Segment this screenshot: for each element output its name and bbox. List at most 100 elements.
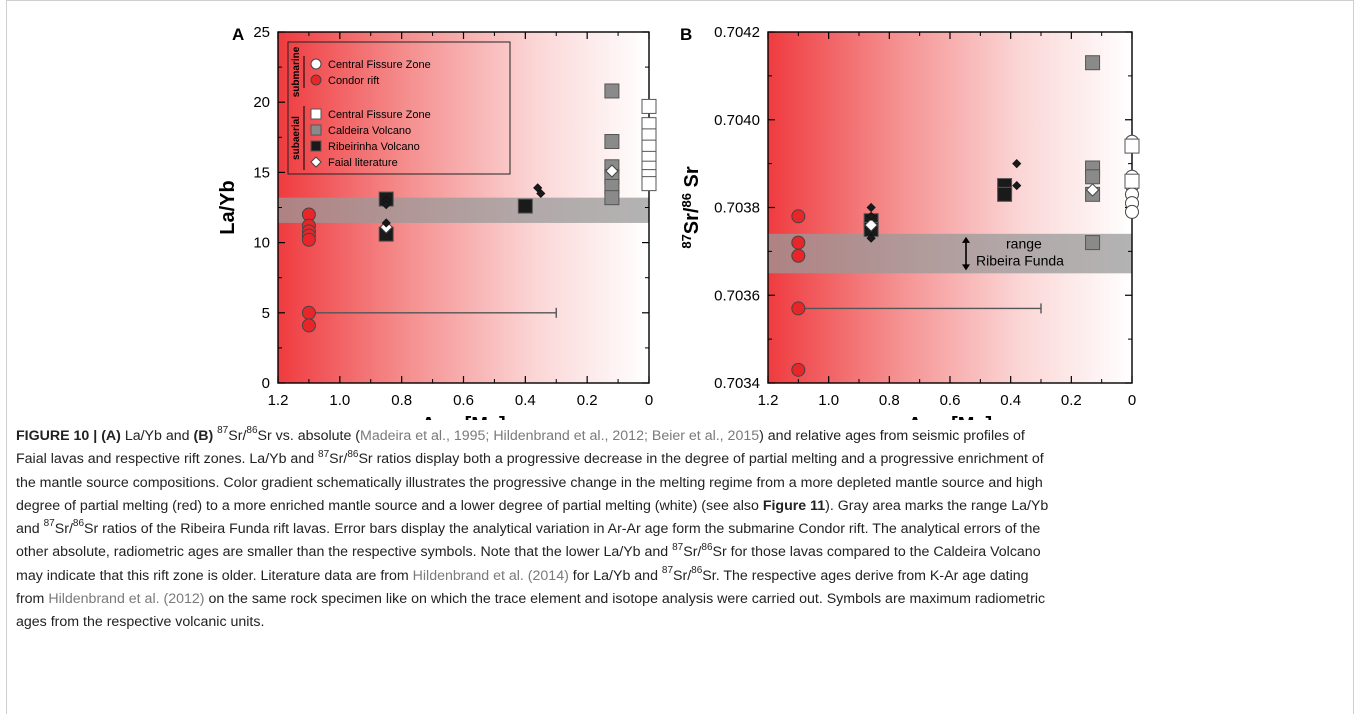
caption-text: ) and relative ages from seismic profile… — [759, 428, 1025, 444]
legend-label: Faial literature — [328, 157, 398, 169]
caption-text: 87 — [672, 541, 684, 553]
x-tick-label: 1.0 — [818, 392, 839, 409]
x-tick-label: 0 — [1128, 392, 1136, 409]
frame-top-border — [6, 0, 1353, 1]
y-tick-label: 0.7042 — [714, 24, 760, 41]
x-axis-label: Age [Ma] — [908, 414, 992, 420]
caption-reference: Hildenbrand et al. (2014) — [412, 567, 569, 584]
data-point-diamond — [1012, 180, 1022, 191]
caption-text: 87 — [318, 448, 330, 460]
legend-label: Condor rift — [328, 75, 379, 87]
caption-reference: Madeira et al., 1995; Hildenbrand et al.… — [360, 428, 760, 444]
caption-line: Faial lavas and respective rift zones. L… — [16, 448, 1346, 471]
data-point-square — [1085, 169, 1101, 185]
legend-group-subaerial: subaerial — [291, 116, 302, 160]
data-point-circle — [301, 232, 316, 247]
legend-label: Caldeira Volcano — [328, 125, 411, 137]
data-point-diamond — [866, 233, 876, 243]
data-point-circle — [301, 318, 316, 333]
caption-text: Sr/ — [54, 521, 73, 538]
x-tick-label: 0.4 — [1000, 392, 1021, 409]
data-point-diamond — [1012, 159, 1022, 169]
y-tick-label: 5 — [262, 305, 270, 322]
caption-text: Sr vs. absolute ( — [257, 428, 361, 444]
caption-text: (A) — [101, 428, 121, 444]
panel-a: 1.2 1.0 0.8 0.6 0.4 0.2 0 0 5 10 15 20 25 A Age [Ma] La… — [217, 24, 657, 420]
x-tick-label: 1.0 — [329, 392, 350, 409]
caption-line: ages from the respective volcanic units. — [16, 611, 1346, 634]
range-band — [768, 233, 1132, 274]
caption-text: Faial lavas and respective rift zones. L… — [16, 451, 319, 468]
x-tick-label: 0.8 — [879, 392, 900, 409]
data-point-diamond — [1085, 183, 1100, 197]
x-tick-label: 1.2 — [268, 392, 289, 409]
data-point-square — [604, 190, 620, 206]
plot-background — [768, 32, 1132, 383]
data-point-square — [1085, 55, 1101, 71]
caption-text: 86 — [72, 518, 85, 530]
data-point-diamond — [864, 218, 878, 232]
data-point-square — [997, 186, 1013, 202]
legend-marker — [310, 74, 322, 86]
caption-text: from — [16, 591, 49, 608]
y-tick-label: 0.7038 — [714, 200, 760, 217]
caption-text: Figure 11 — [762, 497, 826, 514]
caption-reference: Hildenbrand et al. (2012) — [48, 591, 205, 608]
legend-marker — [310, 124, 322, 136]
x-tick-label: 1.2 — [758, 392, 779, 409]
data-point-circle — [301, 305, 316, 320]
x-tick-label: 0.2 — [1061, 392, 1082, 409]
data-point-diamond — [533, 183, 543, 193]
data-points — [301, 83, 657, 333]
caption-line: other absolute, radiometric ages are sma… — [16, 541, 1346, 564]
x-tick-label: 0.8 — [391, 392, 412, 409]
caption-text: La/Yb and — [120, 428, 194, 444]
caption-text: for La/Yb and — [568, 567, 662, 584]
data-point-diamond — [536, 188, 546, 199]
legend-label: Central Fissure Zone — [328, 59, 431, 71]
data-point-square — [1124, 173, 1140, 189]
y-axis-label: La/Yb — [217, 180, 239, 234]
legend-marker — [310, 140, 322, 152]
band-arrow-head — [962, 264, 970, 271]
y-axis-label: 87Sr/86 Sr — [679, 166, 703, 249]
y-axis-label-sup: 87 — [679, 234, 694, 248]
y-tick-label: 0.7036 — [714, 287, 760, 304]
data-point-diamond — [381, 200, 391, 210]
caption-text: other absolute, radiometric ages are sma… — [16, 544, 673, 561]
data-point-circle — [1125, 204, 1139, 219]
range-band — [278, 197, 649, 223]
caption-text: may indicate that this rift zone is olde… — [16, 567, 413, 584]
figure-caption: FIGURE 10 | (A) La/Yb and (B) 87Sr/86Sr … — [16, 425, 1346, 635]
caption-text: Sr. The respective ages derive from K-Ar… — [702, 567, 1029, 584]
data-point-diamond — [605, 164, 619, 178]
y-tick-label: 0 — [262, 375, 270, 392]
y-tick-label: 10 — [253, 235, 270, 252]
y-tick-label: 25 — [253, 24, 270, 41]
y-tick-label: 20 — [253, 94, 270, 111]
panel-letter: A — [232, 25, 244, 44]
data-point-diamond — [866, 211, 876, 221]
data-point-circle — [791, 209, 806, 224]
data-point-square — [641, 98, 657, 114]
frame-left-border — [6, 0, 7, 714]
x-tick-label: 0.2 — [577, 392, 598, 409]
legend-label: Central Fissure Zone — [328, 109, 431, 121]
data-point-square — [641, 176, 657, 192]
caption-line: from Hildenbrand et al. (2012) on the sa… — [16, 588, 1346, 611]
legend-group-submarine: submarine — [291, 46, 302, 97]
data-point-square — [604, 83, 620, 99]
caption-line: degree of partial melting (red) to a mor… — [16, 495, 1346, 518]
caption-line: the mantle source compositions. Color gr… — [16, 472, 1346, 495]
legend: submarine subaerial Central Fissure Zone Co… — [287, 41, 511, 175]
caption-text: 87 — [43, 518, 55, 530]
caption-text: ). Gray area marks the range La/Yb — [825, 497, 1049, 514]
frame-right-border — [1353, 0, 1354, 714]
legend-box — [287, 41, 511, 175]
y-axis-label-part: Sr — [681, 166, 703, 193]
caption-text: 86 — [701, 541, 713, 553]
caption-line: FIGURE 10 | (A) La/Yb and (B) 87Sr/86Sr … — [16, 425, 1346, 448]
caption-text: the mantle source compositions. Color gr… — [16, 474, 1043, 491]
